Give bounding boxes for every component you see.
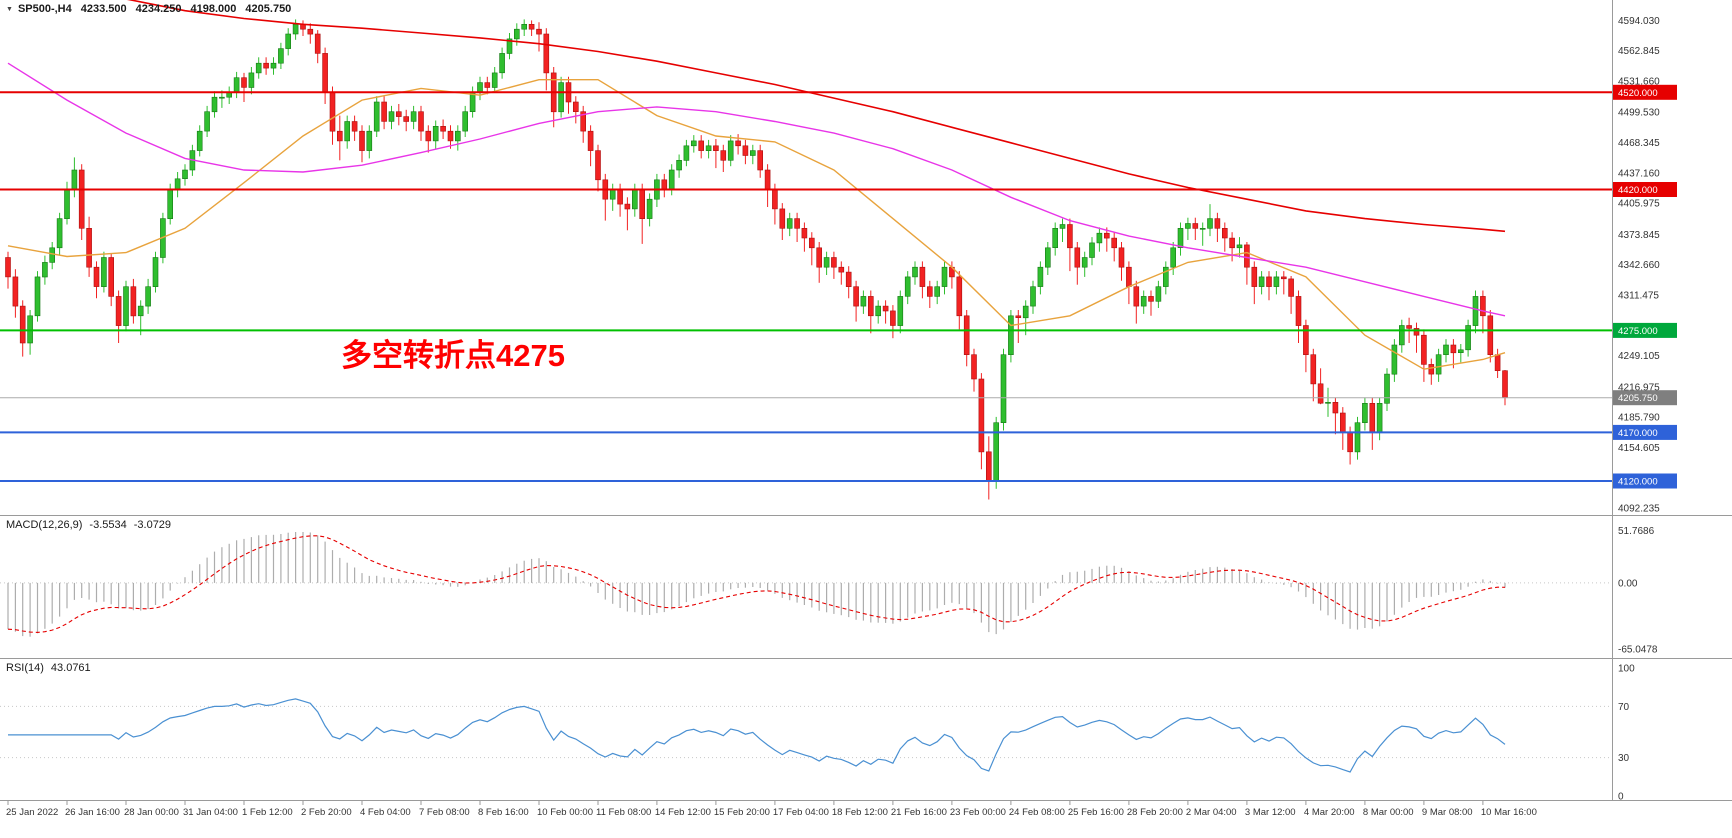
macd-panel[interactable] (0, 532, 1612, 637)
macd-signal-value: -3.0729 (133, 519, 172, 531)
svg-text:4499.530: 4499.530 (1618, 108, 1660, 119)
macd-signal-line (7, 535, 1506, 633)
rsi-value: 43.0761 (50, 662, 91, 674)
price-level-badge (1613, 424, 1677, 440)
symbol-dropdown-icon: ▼ (6, 5, 13, 13)
svg-text:4405.975: 4405.975 (1618, 199, 1660, 210)
panel-separators (0, 0, 1732, 801)
rsi-panel[interactable] (0, 698, 1612, 773)
svg-text:100: 100 (1618, 664, 1635, 675)
price-axis[interactable]: 4594.030 4562.845 4531.660 4499.530 4468.345… (1613, 16, 1677, 803)
macd-main-value: -3.5534 (89, 519, 127, 531)
svg-text:24 Feb 08:00: 24 Feb 08:00 (1009, 807, 1065, 818)
svg-text:28 Feb 20:00: 28 Feb 20:00 (1127, 807, 1183, 818)
svg-text:25 Feb 16:00: 25 Feb 16:00 (1068, 807, 1124, 818)
svg-text:7 Feb 08:00: 7 Feb 08:00 (419, 807, 470, 818)
svg-text:4249.105: 4249.105 (1618, 351, 1660, 362)
svg-text:3 Mar 12:00: 3 Mar 12:00 (1245, 807, 1296, 818)
svg-text:21 Feb 16:00: 21 Feb 16:00 (891, 807, 947, 818)
chart-header: ▼ SP500-,H4 4233.500 4234.250 4198.000 4… (6, 3, 291, 15)
svg-text:4 Feb 04:00: 4 Feb 04:00 (360, 807, 411, 818)
svg-text:4437.160: 4437.160 (1618, 168, 1660, 179)
svg-text:11 Feb 08:00: 11 Feb 08:00 (596, 807, 651, 818)
main-price-panel[interactable] (0, 0, 1612, 500)
svg-text:25 Jan 2022: 25 Jan 2022 (6, 807, 58, 818)
svg-text:4311.475: 4311.475 (1618, 290, 1659, 301)
svg-text:0.00: 0.00 (1618, 578, 1638, 589)
price-level-badge (1613, 390, 1677, 406)
svg-text:4185.790: 4185.790 (1618, 413, 1660, 424)
svg-text:10 Feb 00:00: 10 Feb 00:00 (537, 807, 593, 818)
svg-text:70: 70 (1618, 702, 1630, 713)
ohlc-open: 4233.500 (80, 3, 127, 15)
symbol-period-label: SP500-,H4 (17, 3, 72, 15)
price-level-badge (1613, 473, 1677, 489)
svg-text:4342.660: 4342.660 (1618, 260, 1660, 271)
svg-text:4120.000: 4120.000 (1618, 477, 1658, 488)
time-axis[interactable]: 25 Jan 2022 26 Jan 16:00 28 Jan 00:00 31 Ja… (6, 800, 1537, 819)
svg-text:14 Feb 12:00: 14 Feb 12:00 (655, 807, 711, 818)
svg-text:31 Jan 04:00: 31 Jan 04:00 (183, 807, 238, 818)
svg-text:51.7686: 51.7686 (1618, 526, 1655, 537)
svg-text:4531.660: 4531.660 (1618, 77, 1660, 88)
price-level-badge (1613, 182, 1677, 197)
svg-text:1 Feb 12:00: 1 Feb 12:00 (242, 807, 293, 818)
svg-text:15 Feb 20:00: 15 Feb 20:00 (714, 807, 770, 818)
rsi-indicator-label: RSI(14) 43.0761 (6, 662, 91, 674)
svg-text:9 Mar 08:00: 9 Mar 08:00 (1422, 807, 1473, 818)
svg-text:4594.030: 4594.030 (1618, 16, 1660, 27)
svg-text:30: 30 (1618, 753, 1630, 764)
svg-text:18 Feb 12:00: 18 Feb 12:00 (832, 807, 888, 818)
ma-mid-line[interactable] (7, 62, 1506, 317)
svg-text:-65.0478: -65.0478 (1618, 644, 1658, 655)
svg-text:2 Mar 04:00: 2 Mar 04:00 (1186, 807, 1237, 818)
svg-text:4373.845: 4373.845 (1618, 230, 1660, 241)
svg-text:2 Feb 20:00: 2 Feb 20:00 (301, 807, 352, 818)
svg-text:4420.000: 4420.000 (1618, 185, 1658, 196)
rsi-line (8, 698, 1506, 773)
svg-text:4216.975: 4216.975 (1618, 382, 1660, 393)
ma-slow-line[interactable] (8, 0, 1506, 233)
svg-text:17 Feb 04:00: 17 Feb 04:00 (773, 807, 829, 818)
svg-text:8 Mar 00:00: 8 Mar 00:00 (1363, 807, 1414, 818)
svg-text:26 Jan 16:00: 26 Jan 16:00 (65, 807, 120, 818)
macd-name: MACD(12,26,9) (6, 519, 83, 531)
svg-text:4562.845: 4562.845 (1618, 46, 1660, 57)
macd-indicator-label: MACD(12,26,9) -3.5534 -3.0729 (6, 519, 171, 531)
svg-text:4092.235: 4092.235 (1618, 504, 1660, 515)
ohlc-low: 4198.000 (190, 3, 237, 15)
svg-text:4170.000: 4170.000 (1618, 428, 1658, 439)
svg-text:0: 0 (1618, 792, 1624, 803)
svg-text:23 Feb 00:00: 23 Feb 00:00 (950, 807, 1006, 818)
svg-text:4468.345: 4468.345 (1618, 138, 1660, 149)
svg-text:4154.605: 4154.605 (1618, 443, 1660, 454)
svg-text:4520.000: 4520.000 (1618, 88, 1658, 99)
ma-fast-line[interactable] (7, 78, 1506, 370)
svg-text:4275.000: 4275.000 (1618, 326, 1658, 337)
rsi-name: RSI(14) (6, 662, 44, 674)
chart-annotation-text[interactable]: 多空转折点4275 (341, 338, 565, 373)
price-level-badge (1613, 322, 1677, 338)
ohlc-close: 4205.750 (245, 3, 292, 15)
ohlc-high: 4234.250 (135, 3, 182, 15)
candlestick-layer (5, 19, 1508, 500)
svg-text:28 Jan 00:00: 28 Jan 00:00 (124, 807, 179, 818)
price-level-badge (1613, 84, 1677, 100)
svg-text:4 Mar 20:00: 4 Mar 20:00 (1304, 807, 1355, 818)
svg-text:4205.750: 4205.750 (1618, 393, 1658, 404)
svg-text:8 Feb 16:00: 8 Feb 16:00 (478, 807, 529, 818)
svg-text:10 Mar 16:00: 10 Mar 16:00 (1481, 807, 1537, 818)
